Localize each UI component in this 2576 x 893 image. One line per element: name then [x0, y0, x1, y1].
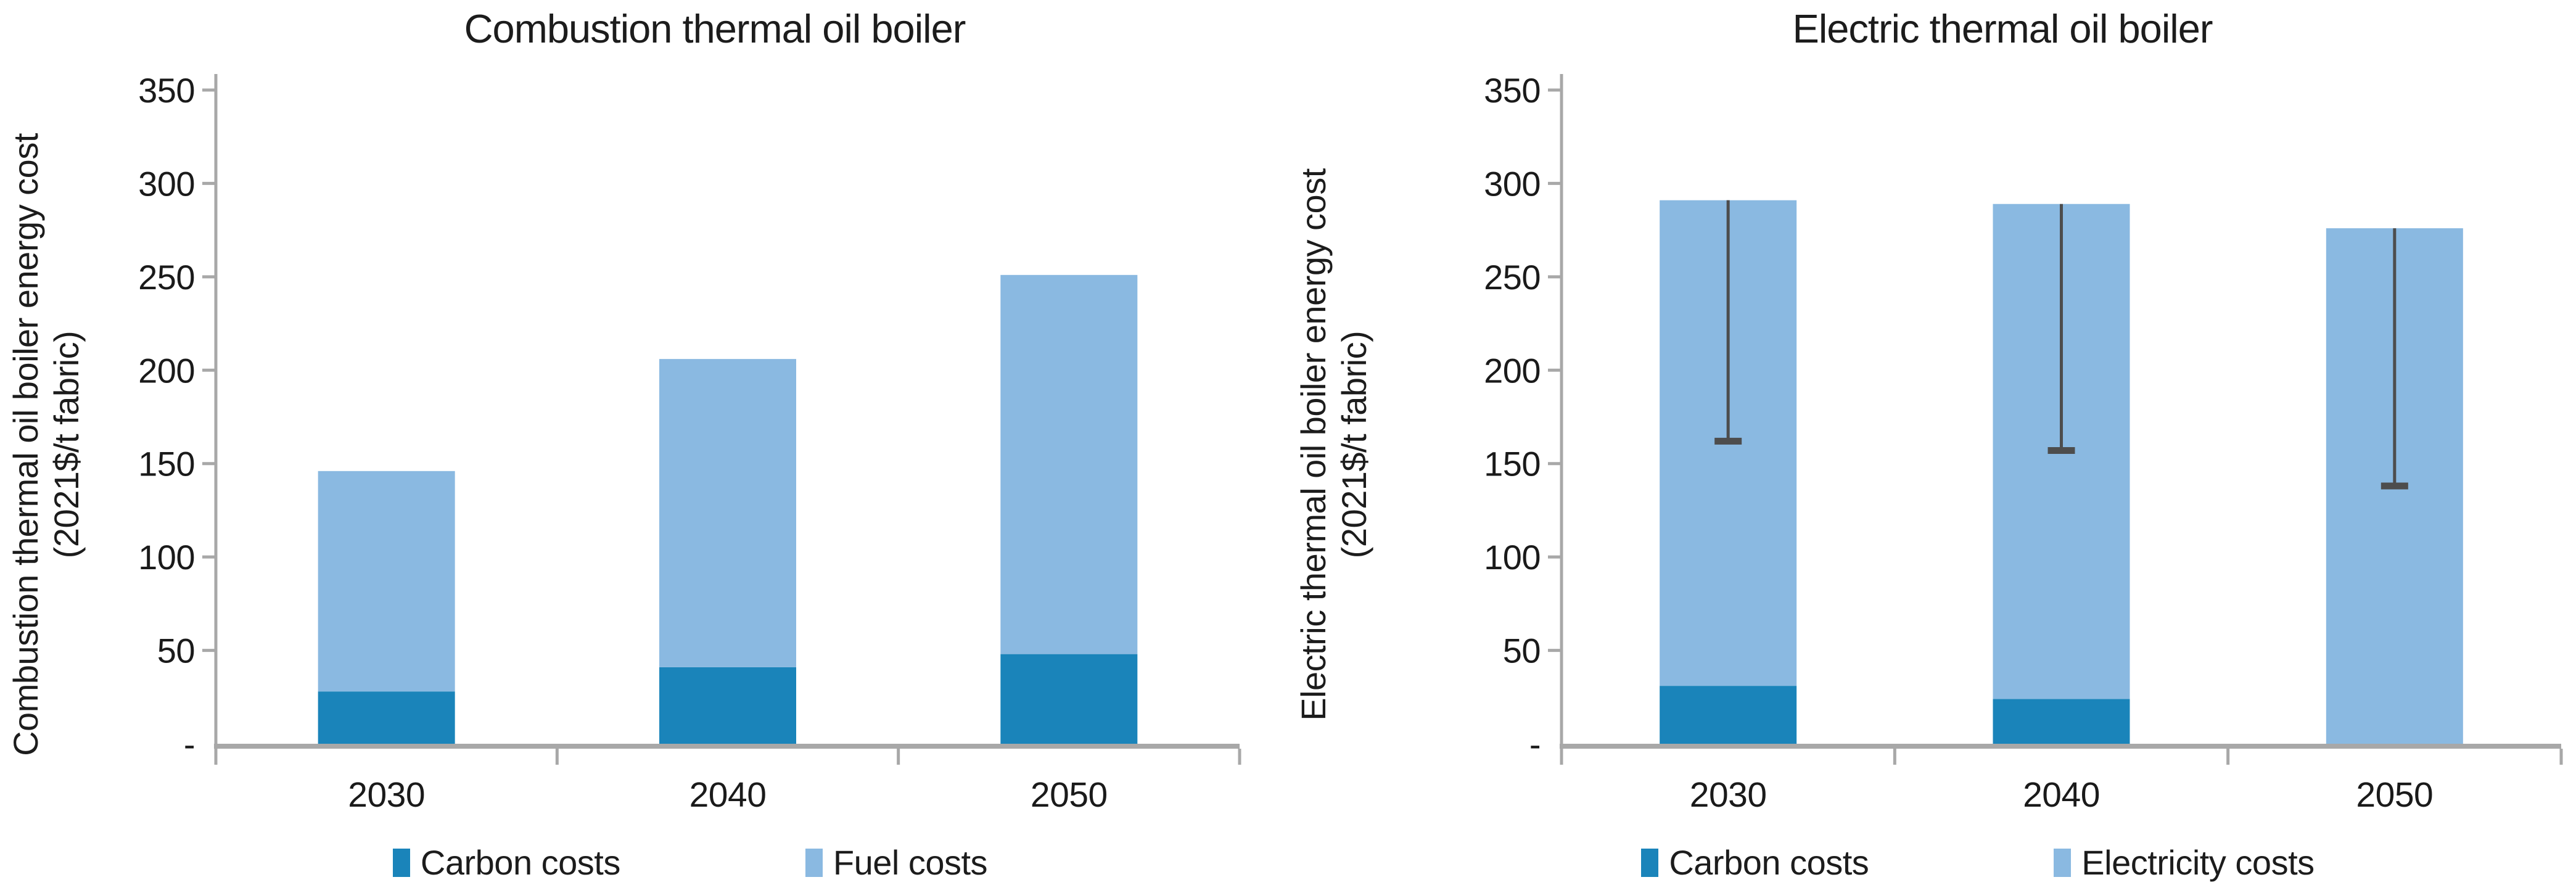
- y-tick-label: 150: [138, 445, 195, 484]
- y-axis-title-electric: Electric thermal oil boiler energy cost …: [1288, 53, 1380, 836]
- x-category-label-2030: 2030: [1690, 775, 1767, 815]
- y-tick-label: 350: [138, 71, 195, 110]
- legend-combustion: Carbon costs Fuel costs: [93, 836, 1288, 883]
- y-tick-label: 200: [1484, 351, 1541, 390]
- y-tick-label: 50: [157, 632, 195, 670]
- y-tick-label: 350: [1484, 71, 1541, 110]
- bar-segment-carbon-costs-2040: [1993, 699, 2130, 744]
- electric-chart-plot: - 50 100 150 200 250 300 350 2030 2040 2050: [1484, 71, 2563, 815]
- legend-item-carbon-costs: Carbon costs: [1641, 842, 1869, 883]
- bar-segment-fuel-costs-2050: [1000, 274, 1138, 654]
- bar-segment-carbon-costs-2040: [659, 667, 796, 744]
- legend-item-fuel-costs: Fuel costs: [805, 842, 988, 883]
- legend-label-electricity-costs: Electricity costs: [2081, 843, 2315, 882]
- combustion-chart-plot: - 50 100 150 200 250 300 350 2030 2040 2050: [138, 71, 1241, 815]
- y-tick-label: 250: [138, 258, 195, 297]
- y-tick-label: 300: [138, 164, 195, 203]
- legend-swatch-carbon-costs: [392, 848, 410, 877]
- legend-swatch-fuel-costs: [805, 848, 823, 877]
- legend-item-electricity-costs: Electricity costs: [2054, 842, 2315, 883]
- bar-segment-carbon-costs-2030: [318, 691, 455, 744]
- bar-segment-fuel-costs-2040: [659, 359, 796, 667]
- y-tick-label: 200: [138, 351, 195, 390]
- chart-title-electric: Electric thermal oil boiler: [1792, 6, 2213, 51]
- x-category-label-2050: 2050: [2356, 775, 2433, 815]
- legend-label-fuel-costs: Fuel costs: [833, 843, 988, 882]
- y-axis-title-line1: Electric thermal oil boiler energy cost: [1293, 168, 1333, 721]
- chart-panel-electric: Electric thermal oil boiler Electric the…: [1288, 0, 2575, 893]
- y-axis-title-line2: (2021$/t fabric): [47, 331, 86, 559]
- y-tick-label: 250: [1484, 258, 1541, 297]
- legend-swatch-carbon-costs: [1641, 848, 1659, 877]
- y-tick-label: 100: [1484, 538, 1541, 577]
- y-tick-label: -: [1529, 725, 1541, 763]
- y-tick-label: 50: [1503, 632, 1541, 670]
- legend-electric: Carbon costs Electricity costs: [1380, 836, 2575, 883]
- legend-label-carbon-costs: Carbon costs: [1669, 843, 1869, 882]
- plot-row: Combustion thermal oil boiler energy cos…: [0, 53, 1288, 836]
- x-category-label-2040: 2040: [2023, 775, 2100, 815]
- legend-label-carbon-costs: Carbon costs: [420, 843, 620, 882]
- chart-panel-combustion: Combustion thermal oil boiler Combustion…: [0, 6, 1288, 883]
- x-category-label-2030: 2030: [348, 775, 425, 815]
- y-tick-label: 100: [138, 538, 195, 577]
- plot-row: Electric thermal oil boiler energy cost …: [1288, 53, 2575, 836]
- chart-title-combustion: Combustion thermal oil boiler: [464, 6, 966, 51]
- bar-segment-carbon-costs-2030: [1660, 686, 1797, 744]
- x-category-label-2040: 2040: [689, 775, 767, 815]
- y-tick-label: 150: [1484, 445, 1541, 484]
- bar-segment-carbon-costs-2050: [1000, 654, 1138, 744]
- y-axis-title-line1: Combustion thermal oil boiler energy cos…: [6, 133, 45, 756]
- y-tick-label: -: [184, 725, 195, 763]
- y-axis-title-combustion: Combustion thermal oil boiler energy cos…: [0, 53, 93, 836]
- y-axis-title-line2: (2021$/t fabric): [1335, 331, 1373, 559]
- bar-segment-fuel-costs-2030: [318, 471, 455, 692]
- legend-swatch-electricity-costs: [2054, 848, 2072, 877]
- legend-item-carbon-costs: Carbon costs: [392, 842, 620, 883]
- y-tick-label: 300: [1484, 164, 1541, 203]
- x-category-label-2050: 2050: [1031, 775, 1108, 815]
